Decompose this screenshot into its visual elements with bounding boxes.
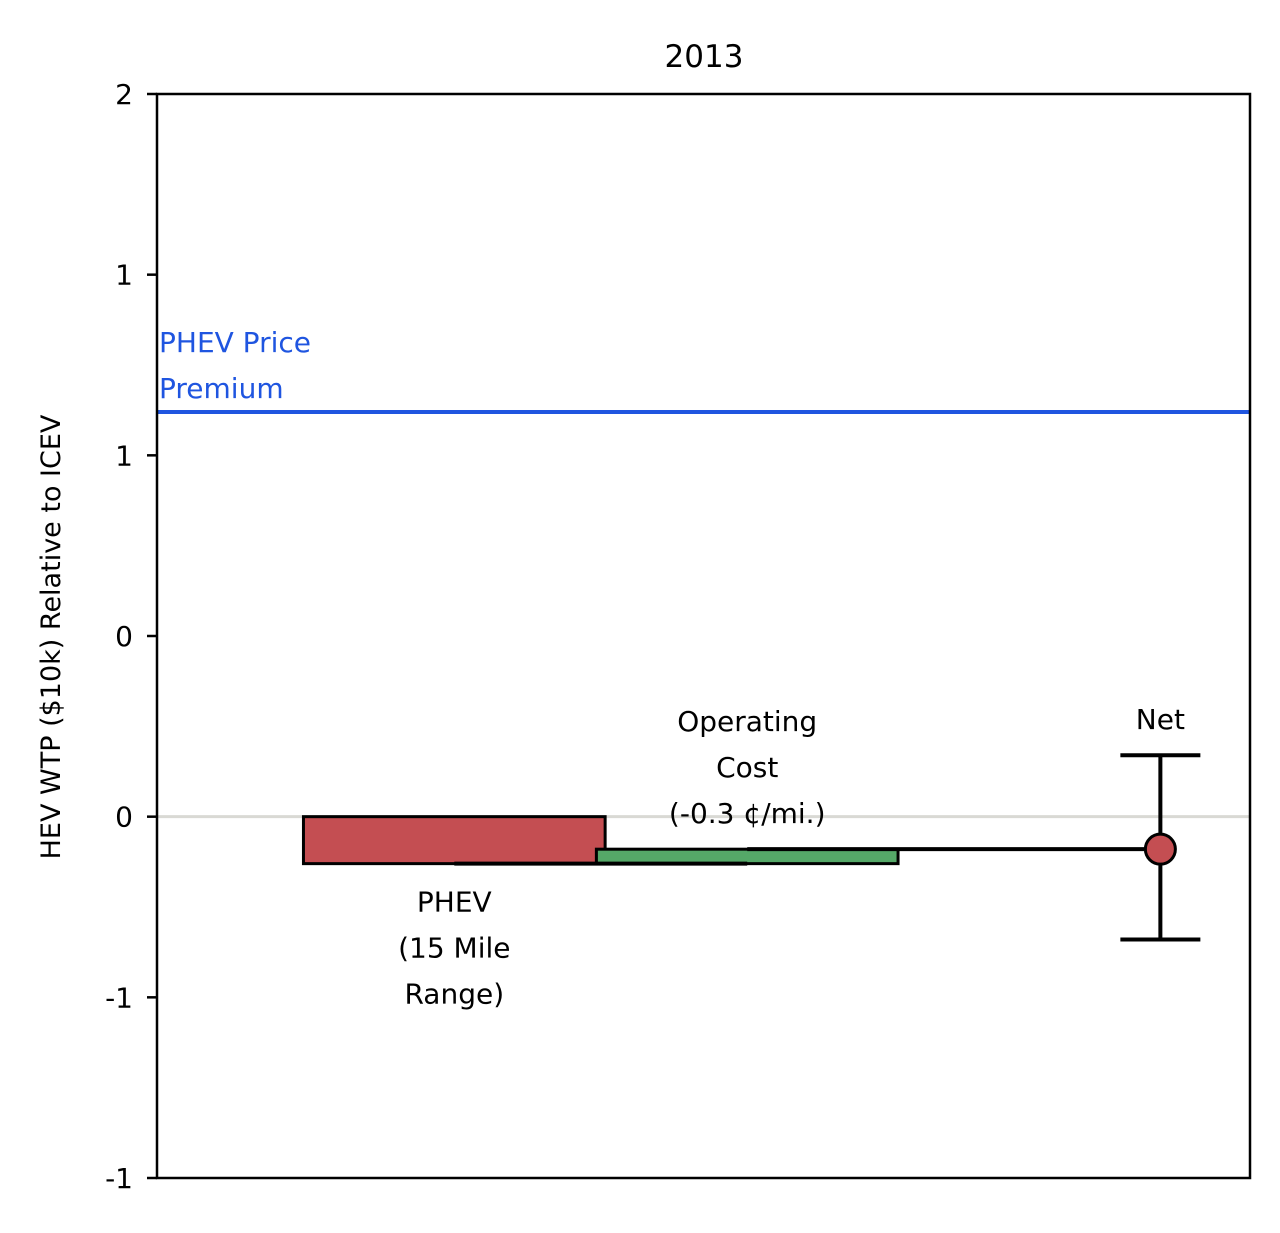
bar-label-operating-cost: (-0.3 ¢/mi.)	[669, 797, 826, 830]
bar-label-operating-cost: Operating	[677, 705, 817, 738]
bar-phev	[301, 815, 607, 866]
y-tick-label: 1	[115, 439, 133, 472]
price-premium-label: PHEV Price	[159, 326, 311, 359]
plot-frame	[155, 92, 1252, 1180]
y-tick-label: -1	[105, 1162, 133, 1195]
y-tick-label: 0	[115, 620, 133, 653]
y-tick-label: 2	[115, 78, 133, 111]
bar-operating-cost	[594, 847, 900, 866]
bar-label-phev: Range)	[404, 978, 504, 1011]
bar-label-phev: PHEV	[417, 886, 492, 919]
bar-label-phev: (15 Mile	[398, 932, 510, 965]
chart-title: 2013	[665, 39, 744, 75]
y-tick-label: 0	[115, 801, 133, 834]
net-point	[1143, 832, 1177, 866]
net-label: Net	[1136, 703, 1185, 736]
price-premium-label: Premium	[159, 372, 284, 405]
bar-label-operating-cost: Cost	[716, 751, 778, 784]
y-axis-label: HEV WTP ($10k) Relative to ICEV	[36, 414, 67, 859]
y-tick-label: -1	[105, 981, 133, 1014]
y-tick-label: 1	[115, 259, 133, 292]
plot-area: PHEV Price Premium PHEV (15 Mile Range) Opera…	[105, 78, 1252, 1195]
